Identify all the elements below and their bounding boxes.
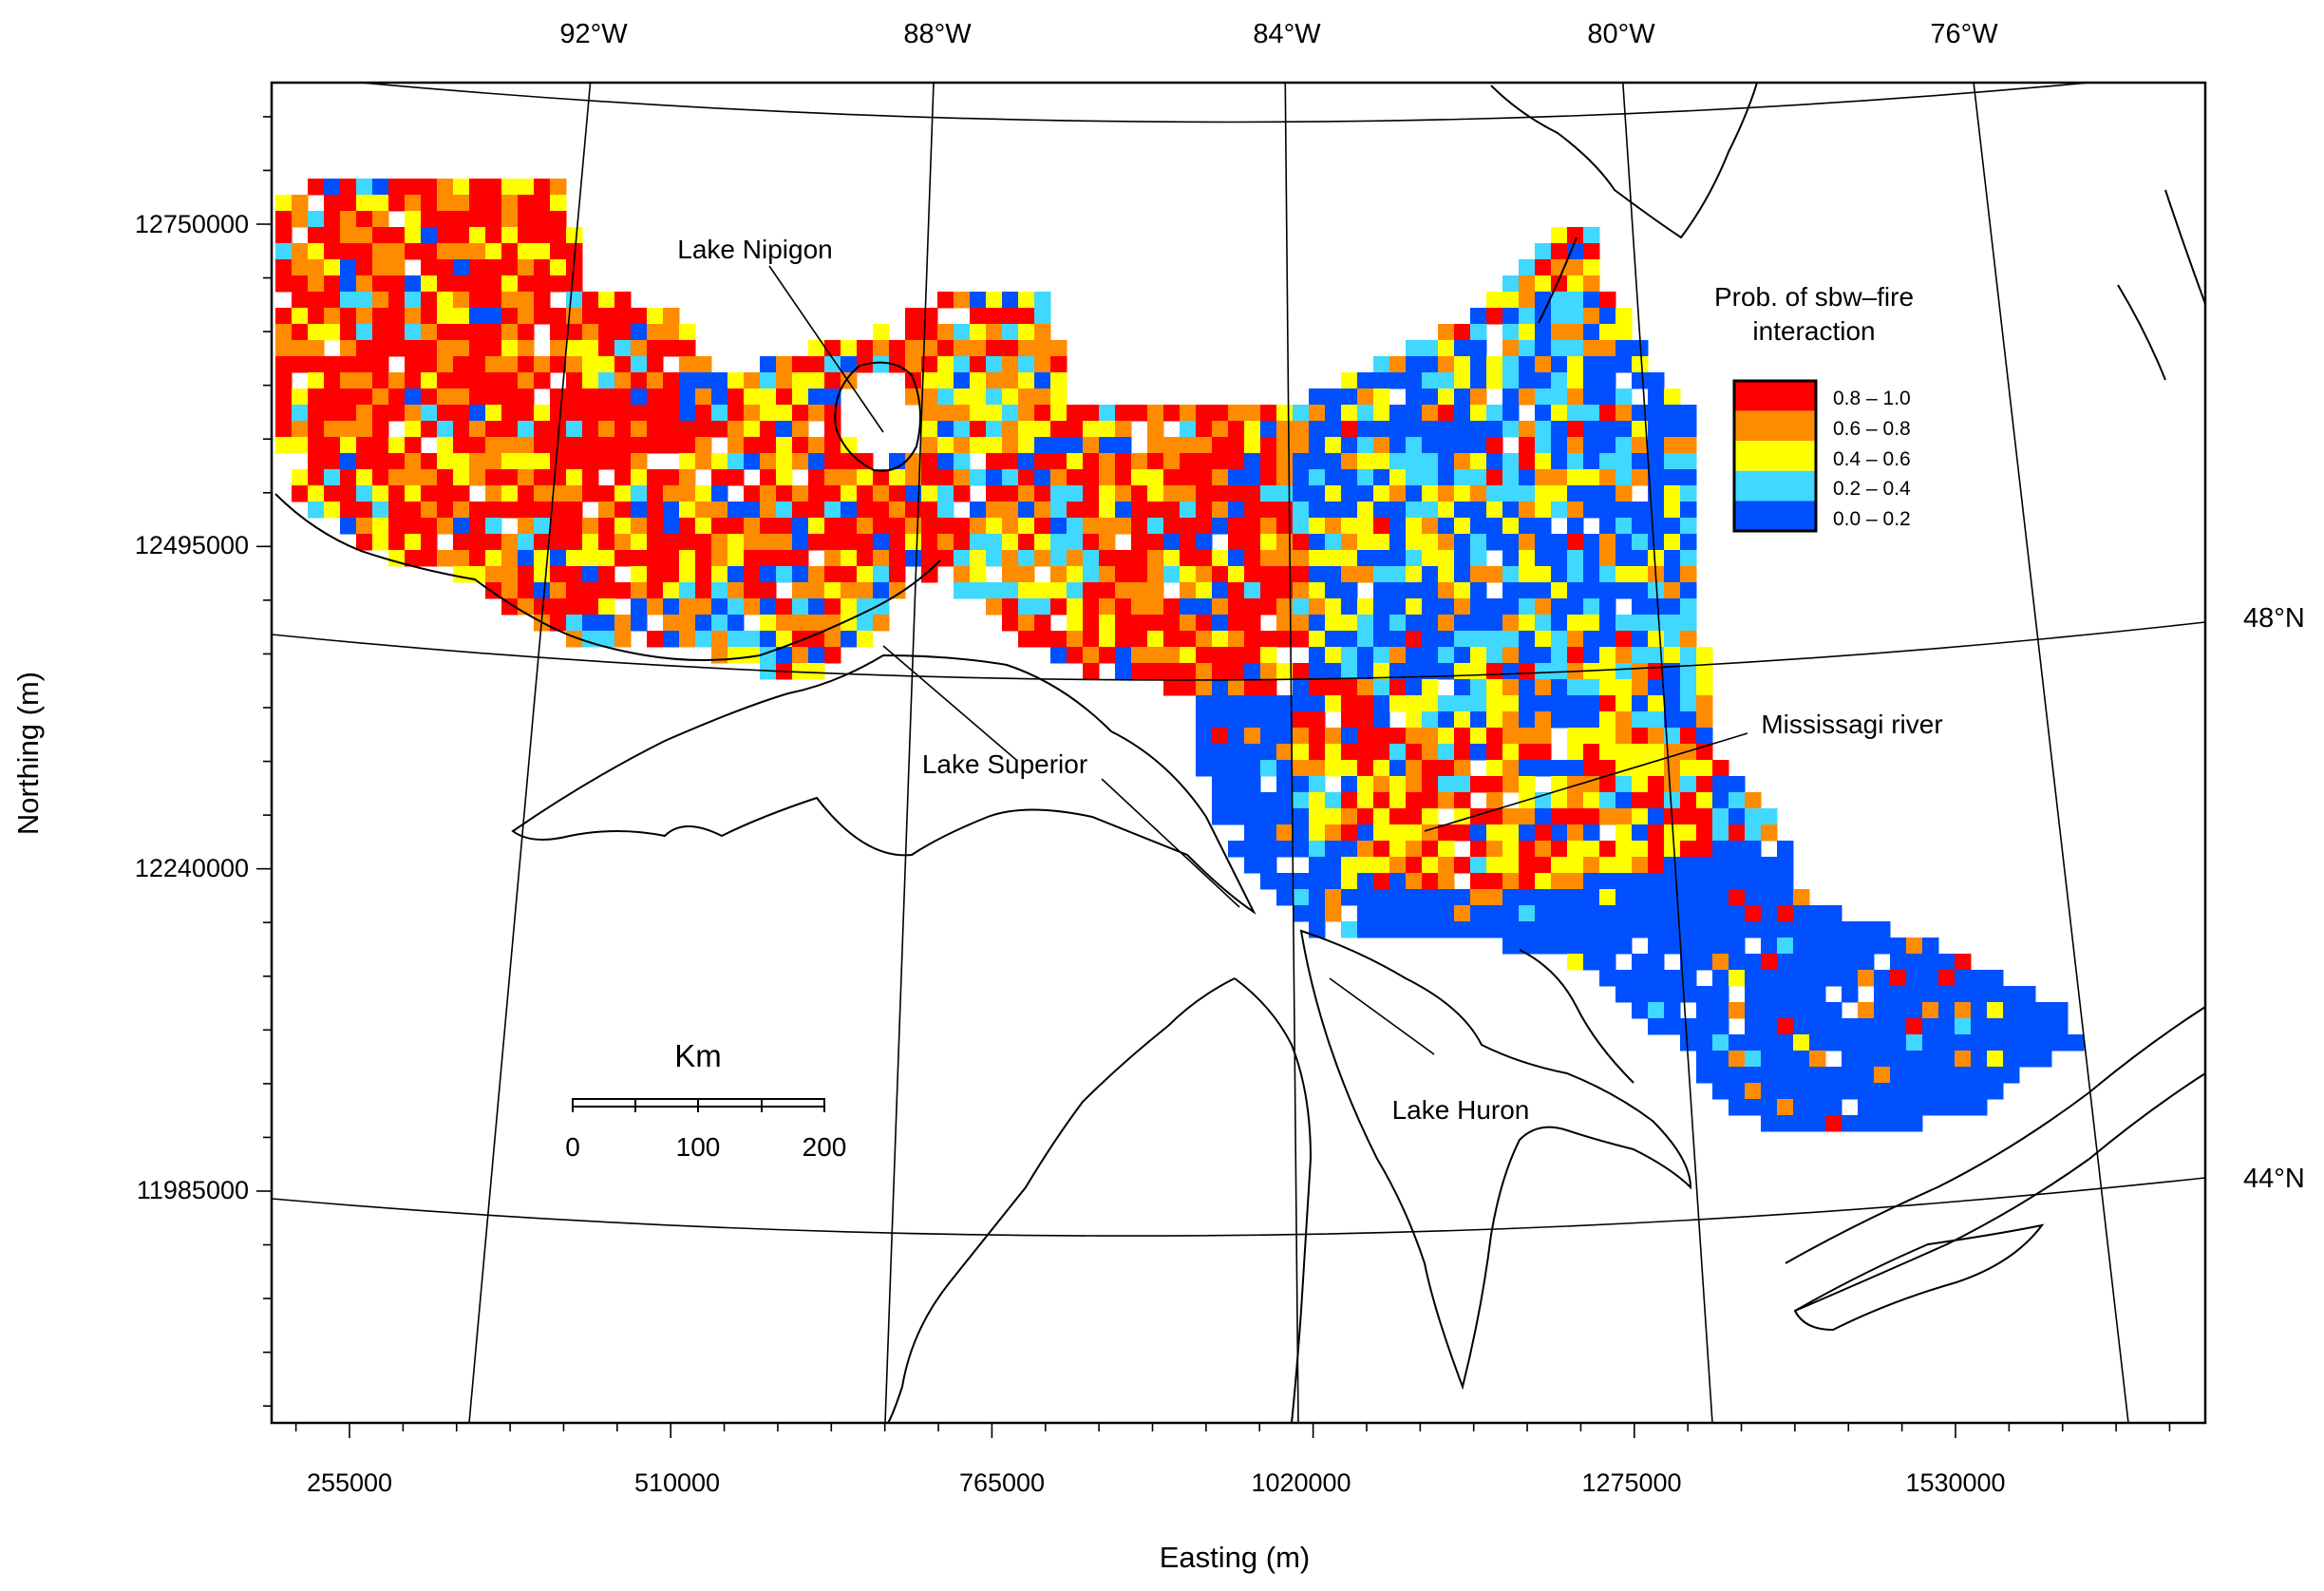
legend-labels: 0.8 – 1.0 0.6 – 0.8 0.4 – 0.6 0.2 – 0.4 …	[1833, 388, 1911, 530]
legend-title: Prob. of sbw–fire	[1714, 282, 1914, 312]
lake-huron-label: Lake Huron	[1392, 1095, 1530, 1125]
x-tick-label: 255000	[307, 1468, 392, 1497]
lake-nipigon-label: Lake Nipigon	[677, 235, 832, 264]
nipigon-leader	[768, 265, 884, 433]
scale-bar-tick-label: 100	[676, 1132, 721, 1162]
y-tick-labels: 12750000 12495000 12240000 11985000	[135, 210, 249, 1204]
y-tick-label: 12495000	[135, 531, 249, 559]
st-lawrence-shore	[1785, 1006, 2205, 1312]
leader-lines	[768, 265, 1748, 1055]
axis-ticks	[256, 116, 2171, 1438]
parallel-label: 44°N	[2243, 1164, 2305, 1194]
meridian-84w	[1284, 83, 1299, 1423]
x-tick-label: 1275000	[1581, 1468, 1681, 1497]
coastlines	[274, 83, 2205, 1423]
legend-label: 0.8 – 1.0	[1833, 388, 1911, 409]
y-tick-label: 12750000	[135, 210, 249, 238]
legend-label: 0.4 – 0.6	[1833, 448, 1911, 470]
legend-label: 0.6 – 0.8	[1833, 418, 1911, 440]
parallel-label: 48°N	[2243, 603, 2305, 634]
parallel-52n	[360, 83, 2090, 123]
place-labels: Lake Nipigon Lake Superior Lake Huron Mi…	[677, 235, 1942, 1125]
lake-ontario-shore	[1793, 1223, 2045, 1332]
x-tick-labels: 255000 510000 765000 1020000 1275000 153…	[307, 1468, 2006, 1497]
hudson-bay-shore	[1538, 237, 1578, 324]
plot-frame	[270, 81, 2207, 1425]
y-tick-label: 11985000	[137, 1176, 249, 1204]
meridian-label: 92°W	[559, 19, 628, 49]
meridian-88w	[884, 83, 935, 1423]
legend-swatch	[1734, 441, 1816, 471]
meridian-label: 80°W	[1587, 19, 1655, 49]
parallel-labels: 48°N 44°N	[2243, 603, 2305, 1194]
parallel-44n	[272, 1177, 2205, 1237]
scale-bar-tick-label: 0	[565, 1132, 580, 1162]
lake-superior-label: Lake Superior	[922, 749, 1087, 779]
legend-label: 0.0 – 0.2	[1833, 508, 1911, 530]
lake-nipigon-shore	[834, 361, 921, 472]
legend-swatches	[1734, 381, 1816, 531]
graticule	[272, 83, 2205, 1423]
legend-swatch	[1734, 501, 1816, 531]
james-bay-shore	[1490, 83, 1758, 239]
legend-swatch	[1734, 381, 1816, 411]
legend-frame	[1732, 379, 1818, 533]
meridian-labels: 92°W 88°W 84°W 80°W 76°W	[559, 19, 1998, 49]
x-tick-label: 1530000	[1905, 1468, 2005, 1497]
georgian-bay-shore	[1519, 949, 1634, 1084]
probability-raster	[275, 179, 2085, 1132]
meridian-76w	[1973, 83, 2129, 1423]
parallel-48n	[272, 621, 2205, 681]
huron-leader	[1329, 977, 1435, 1055]
meridian-label: 84°W	[1253, 19, 1321, 49]
x-tick-label: 510000	[634, 1468, 720, 1497]
legend: Prob. of sbw–fire interaction 0.8 – 1.0 …	[1714, 282, 1914, 533]
legend-label: 0.2 – 0.4	[1833, 478, 1911, 500]
eastern-coast	[2117, 189, 2205, 381]
y-tick-label: 12240000	[135, 854, 249, 882]
x-axis-title: Easting (m)	[1160, 1541, 1310, 1574]
meridian-92w	[468, 83, 592, 1423]
x-tick-label: 1020000	[1251, 1468, 1351, 1497]
legend-swatch	[1734, 470, 1816, 502]
y-axis-title: Northing (m)	[11, 672, 45, 835]
scale-bar-title: Km	[674, 1038, 722, 1073]
mississagi-leader	[1424, 732, 1748, 832]
scale-bar: Km 0 100 200	[565, 1038, 846, 1162]
x-tick-label: 765000	[959, 1468, 1045, 1497]
lake-superior-shore	[511, 653, 1256, 915]
superior-leader	[882, 645, 1017, 761]
scale-bar-tick-label: 200	[803, 1132, 847, 1162]
legend-swatch	[1734, 410, 1816, 442]
lake-michigan-shore	[887, 977, 1313, 1423]
meridian-label: 76°W	[1930, 19, 1998, 49]
lake-huron-shore	[1299, 929, 1692, 1391]
mississagi-river-label: Mississagi river	[1761, 710, 1942, 739]
legend-title: interaction	[1752, 316, 1875, 346]
superior-leader-2	[1101, 778, 1240, 908]
meridian-label: 88°W	[903, 19, 972, 49]
northern-superior-shore	[274, 493, 941, 661]
meridian-80w	[1622, 83, 1713, 1423]
